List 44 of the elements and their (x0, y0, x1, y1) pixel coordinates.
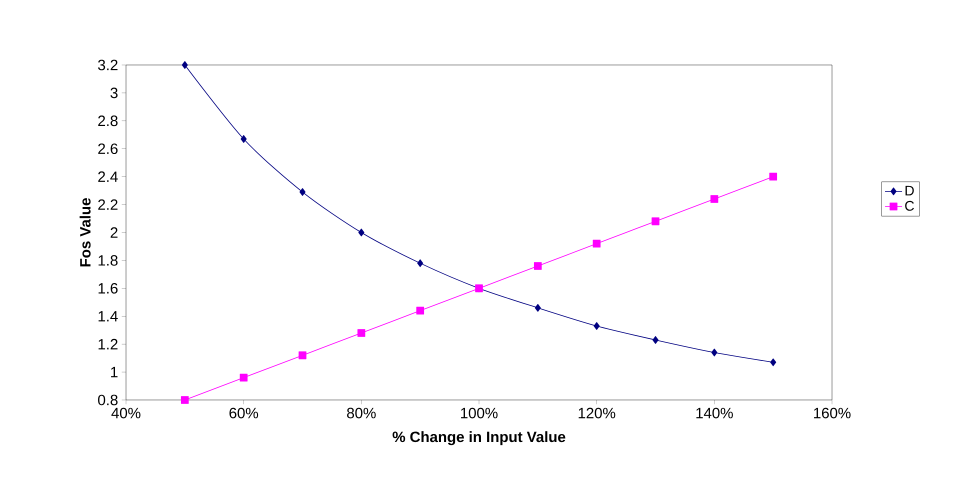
point (534, 304, 541, 312)
point (182, 61, 188, 69)
x-tick-label: 40% (111, 408, 140, 418)
y-tick-label: 1.4 (98, 311, 118, 322)
x-tick-label: 100% (461, 408, 498, 418)
point (299, 188, 306, 196)
x-axis-title: % Change in Input Value (392, 431, 566, 446)
x-tick-label: 160% (814, 408, 851, 418)
legend-label: D (906, 186, 914, 196)
y-tick-label: 3 (110, 88, 118, 98)
legend-label: C (905, 200, 914, 211)
point (652, 217, 660, 226)
point (534, 262, 542, 270)
y-tick-label: 2 (110, 227, 118, 238)
x-tick-label: 120% (578, 408, 616, 418)
x-tick-label: 140% (696, 408, 733, 418)
point (652, 336, 659, 344)
point (416, 306, 424, 315)
y-tick-label: 1.6 (98, 283, 118, 294)
point (240, 374, 248, 382)
point (770, 358, 776, 366)
point (710, 195, 718, 203)
point (180, 396, 189, 404)
point (357, 329, 366, 337)
y-tick-label: 2.8 (98, 116, 118, 126)
y-tick-label: 1.8 (98, 255, 118, 266)
point (298, 351, 306, 360)
y-tick-label: 2.6 (98, 143, 118, 154)
point (769, 172, 778, 181)
point (358, 228, 364, 236)
x-tick-label: 80% (347, 408, 376, 418)
y-tick-label: 1 (111, 366, 118, 378)
point (711, 348, 718, 356)
y-tick-label: 1.2 (98, 338, 118, 350)
y-tick-label: 3.2 (98, 60, 118, 70)
x-tick-label: 60% (229, 408, 258, 418)
y-tick-label: 0.8 (98, 394, 118, 406)
point (417, 259, 424, 268)
y-tick-label: 2.2 (98, 199, 118, 210)
point (592, 240, 601, 248)
point (594, 322, 600, 330)
point (240, 135, 247, 143)
y-axis-title: Fos Value (80, 198, 91, 266)
y-tick-label: 2.4 (98, 171, 118, 182)
